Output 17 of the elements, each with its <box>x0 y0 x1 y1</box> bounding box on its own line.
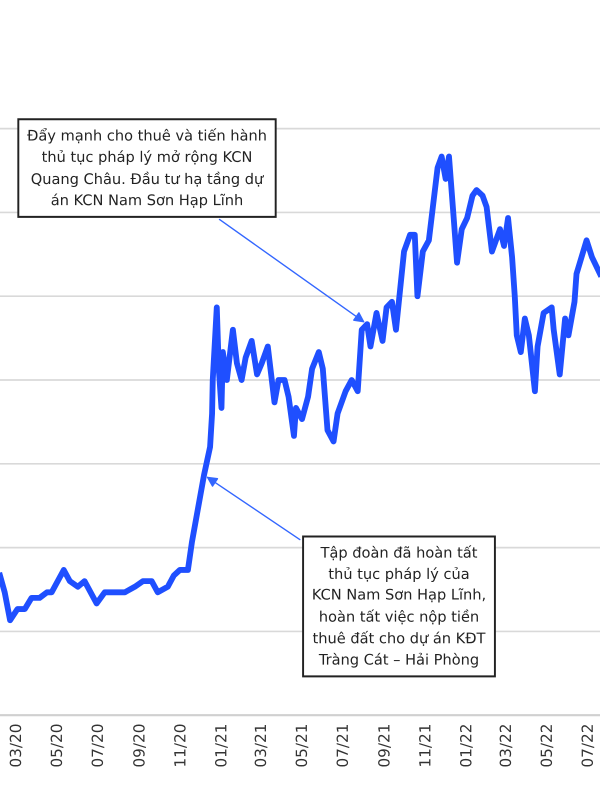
x-tick-label: 11/20 <box>174 724 187 766</box>
x-tick-label: 05/22 <box>540 725 554 767</box>
x-tick-label: 05/20 <box>50 724 64 767</box>
x-tick-label: 11/21 <box>419 724 432 766</box>
x-tick-label: 03/20 <box>10 724 22 767</box>
x-tick-label: 03/22 <box>500 725 512 767</box>
x-tick-label: 05/21 <box>296 724 308 767</box>
annotation: Đẩy mạnh cho thuê và tiến hành thủ tục pháp lý mở rộng KCN Quang Châu. Đầu tư hạ tầng dự án KCN Nam Sơn Hạp Lĩnh <box>27 128 266 208</box>
x-tick-label: 07/20 <box>92 724 104 767</box>
x-tick-label: 03/21 <box>254 724 268 767</box>
x-tick-label: 07/22 <box>581 725 594 767</box>
x-tick-label: 09/20 <box>133 724 146 767</box>
annotation: Tập đoàn đã hoàn tất thủ tục pháp lý của KCN Nam Sơn Hạp Lĩnh, hoàn tất việc nộp tiền thuê đất cho dự án KĐT Tràng Cát – Hải Phòng <box>312 545 486 668</box>
x-tick-label: 01/21 <box>215 724 228 767</box>
x-tick-label: 07/21 <box>336 724 350 767</box>
x-tick-label: 09/21 <box>378 724 391 767</box>
x-tick-label: 01/22 <box>460 725 473 767</box>
